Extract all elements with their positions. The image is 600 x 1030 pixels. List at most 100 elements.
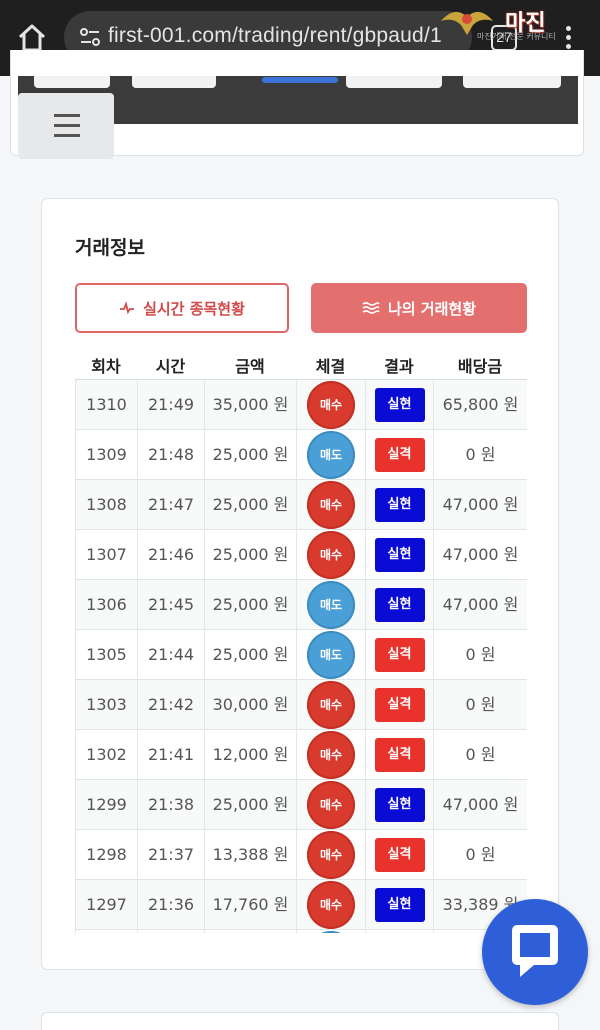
buy-badge: 매수: [307, 381, 355, 429]
time-cell: 21:46: [138, 530, 205, 580]
watermark-subtext: 마진거래 전문 커뮤니티: [477, 32, 556, 41]
execution-cell: 매도: [297, 630, 366, 680]
waves-icon: [362, 302, 380, 314]
chat-button[interactable]: [482, 899, 588, 1005]
loss-badge: 실격: [374, 838, 425, 872]
table-row: 매도: [75, 930, 527, 933]
result-cell: [366, 930, 434, 933]
round-cell: 1310: [76, 380, 138, 430]
amount-cell: 35,000 원: [205, 380, 297, 430]
time-cell: 21:42: [138, 680, 205, 730]
trade-table[interactable]: 1310 21:49 35,000 원 매수 실현 65,800 원 1309 21:48 25…: [75, 379, 527, 933]
time-cell: 21:45: [138, 580, 205, 630]
result-cell: 실현: [366, 780, 434, 830]
round-cell: 1305: [76, 630, 138, 680]
payout-cell: 0 원: [434, 730, 527, 780]
buy-badge: 매수: [307, 531, 355, 579]
hamburger-icon: [54, 114, 80, 117]
header-payout: 배당금: [457, 357, 503, 376]
payout-cell: 65,800 원: [434, 380, 527, 430]
win-badge: 실현: [374, 888, 425, 922]
time-cell: 21:38: [138, 780, 205, 830]
eagle-emblem-icon: [441, 11, 493, 35]
amount-cell: 12,000 원: [205, 730, 297, 780]
table-row: 1298 21:37 13,388 원 매수 실격 0 원: [75, 830, 527, 880]
round-cell: 1307: [76, 530, 138, 580]
time-cell: 21:48: [138, 430, 205, 480]
amount-cell: 25,000 원: [205, 630, 297, 680]
loss-badge: 실격: [374, 638, 425, 672]
table-row: 1302 21:41 12,000 원 매수 실격 0 원: [75, 730, 527, 780]
period-button[interactable]: [132, 76, 216, 88]
header-amount: 금액: [235, 357, 265, 376]
win-badge: 실현: [374, 388, 425, 422]
table-row: 1308 21:47 25,000 원 매수 실현 47,000 원: [75, 480, 527, 530]
execution-cell: 매수: [297, 880, 366, 930]
round-cell: 1297: [76, 880, 138, 930]
period-button[interactable]: [34, 76, 110, 88]
header-time: 시간: [155, 357, 186, 376]
amount-cell: 25,000 원: [205, 480, 297, 530]
period-button[interactable]: [463, 76, 561, 88]
result-cell: 실격: [366, 430, 434, 480]
time-cell: 21:44: [138, 630, 205, 680]
site-settings-icon[interactable]: [78, 25, 102, 49]
payout-cell: 47,000 원: [434, 580, 527, 630]
round-cell: 1299: [76, 780, 138, 830]
time-cell: 21:41: [138, 730, 205, 780]
url-text[interactable]: first-001.com/trading/rent/gbpaud/1: [108, 24, 442, 47]
result-cell: 실격: [366, 630, 434, 680]
period-button-active[interactable]: [262, 77, 338, 83]
sell-badge: 매도: [307, 431, 355, 479]
table-row: 1299 21:38 25,000 원 매수 실현 47,000 원: [75, 780, 527, 830]
result-cell: 실현: [366, 480, 434, 530]
table-row: 1306 21:45 25,000 원 매도 실현 47,000 원: [75, 580, 527, 630]
round-cell: 1306: [76, 580, 138, 630]
execution-cell: 매수: [297, 680, 366, 730]
win-badge: 실현: [374, 488, 425, 522]
sell-badge: 매도: [307, 581, 355, 629]
time-cell: 21:47: [138, 480, 205, 530]
table-header: 회차 시간 금액 체결 결과 배당금: [75, 353, 527, 379]
buy-badge: 매수: [307, 781, 355, 829]
header-result: 결과: [384, 357, 414, 376]
buy-badge: 매수: [307, 681, 355, 729]
time-cell: [138, 930, 205, 933]
payout-cell: 33,389 원: [434, 880, 527, 930]
amount-cell: 30,000 원: [205, 680, 297, 730]
next-card: [41, 1012, 559, 1030]
execution-cell: 매수: [297, 530, 366, 580]
amount-cell: [205, 930, 297, 933]
result-cell: 실현: [366, 380, 434, 430]
result-cell: 실현: [366, 530, 434, 580]
payout-cell: 47,000 원: [434, 780, 527, 830]
time-cell: 21:49: [138, 380, 205, 430]
execution-cell: 매도: [297, 930, 366, 933]
execution-cell: 매수: [297, 480, 366, 530]
amount-cell: 17,760 원: [205, 880, 297, 930]
header-round: 회차: [91, 357, 121, 376]
period-button[interactable]: [346, 76, 442, 88]
result-cell: 실격: [366, 680, 434, 730]
round-cell: 1309: [76, 430, 138, 480]
buy-badge: 매수: [307, 731, 355, 779]
hamburger-menu-button[interactable]: [18, 93, 114, 159]
sell-badge: 매도: [307, 631, 355, 679]
realtime-status-button[interactable]: 실시간 종목현황: [75, 283, 289, 333]
my-trades-button[interactable]: 나의 거래현황: [311, 283, 527, 333]
loss-badge: 실격: [374, 688, 425, 722]
more-menu-icon[interactable]: [560, 24, 576, 52]
execution-cell: 매도: [297, 580, 366, 630]
execution-cell: 매수: [297, 780, 366, 830]
payout-cell: 0 원: [434, 430, 527, 480]
payout-cell: 0 원: [434, 680, 527, 730]
chat-bubble-icon: [512, 925, 558, 977]
table-row: 1303 21:42 30,000 원 매수 실격 0 원: [75, 680, 527, 730]
buy-badge: 매수: [307, 831, 355, 879]
win-badge: 실현: [374, 538, 425, 572]
table-row: 1307 21:46 25,000 원 매수 실현 47,000 원: [75, 530, 527, 580]
pulse-icon: [120, 301, 135, 315]
buy-badge: 매수: [307, 881, 355, 929]
execution-cell: 매수: [297, 730, 366, 780]
amount-cell: 25,000 원: [205, 580, 297, 630]
